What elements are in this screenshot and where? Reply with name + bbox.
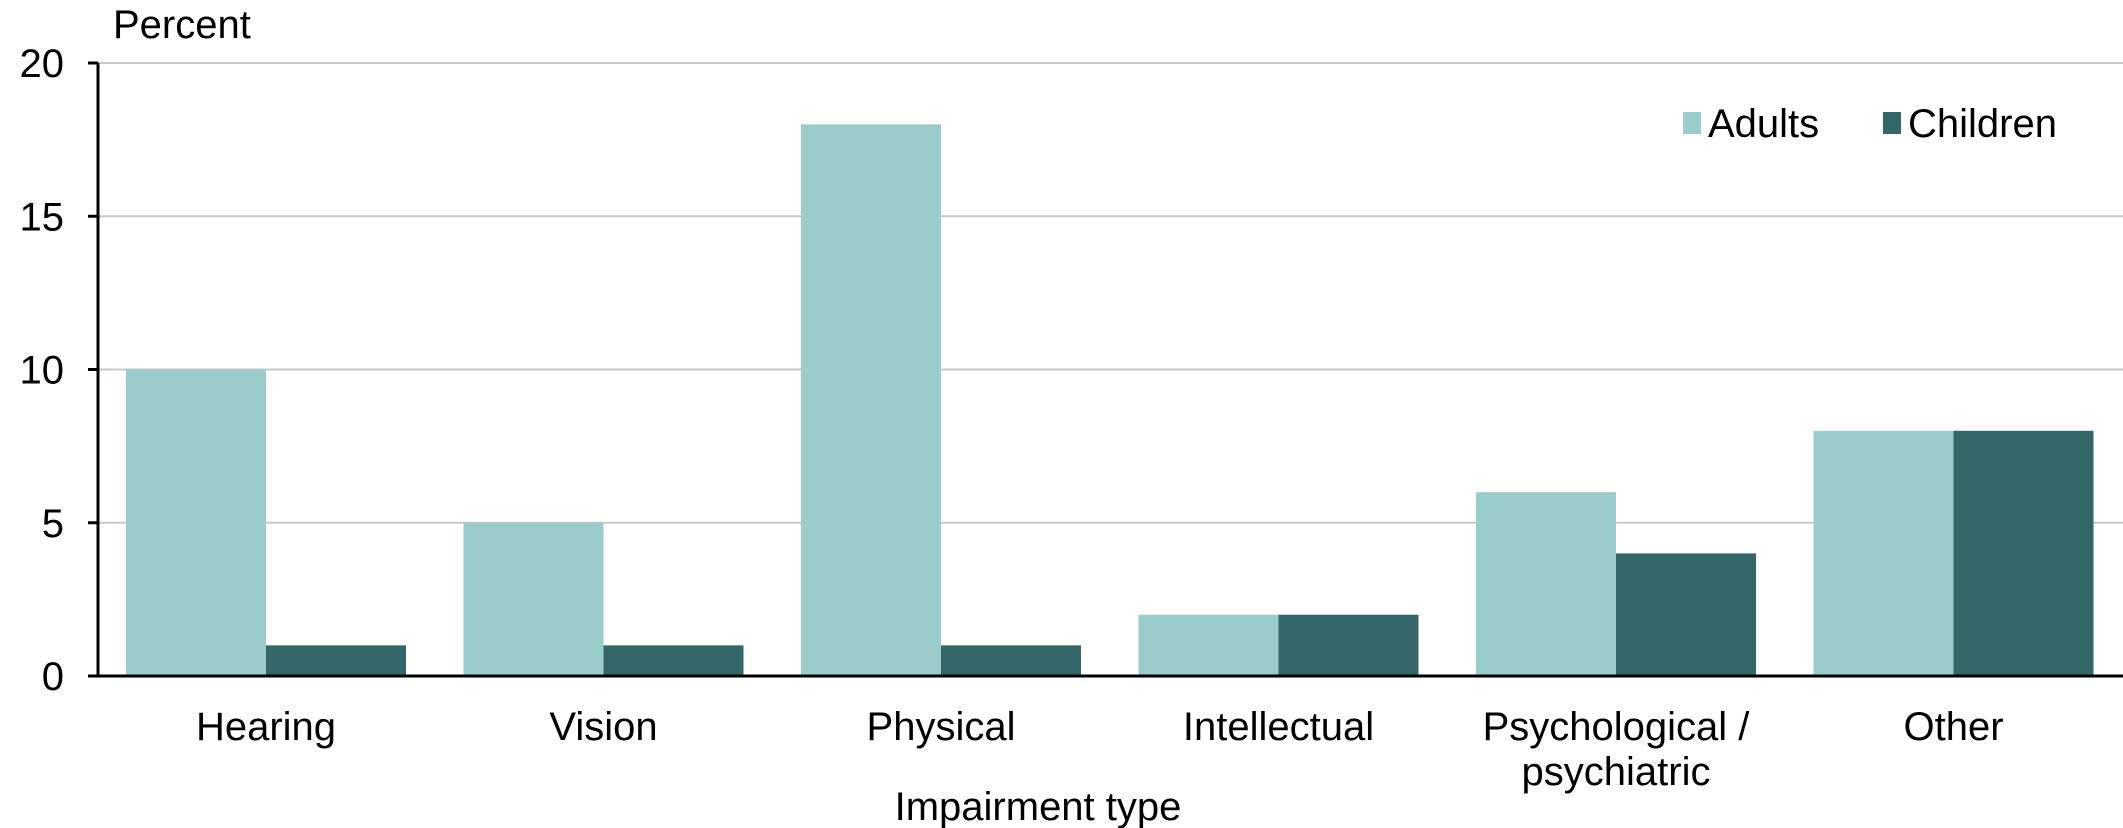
legend-label-children: Children: [1908, 102, 2057, 146]
bar-adults-other: [1813, 430, 1954, 676]
y-tick-label-10: 10: [20, 349, 65, 393]
bar-children-intellectual: [1278, 614, 1419, 676]
x-tick-label-intellectual: Intellectual: [1183, 705, 1374, 749]
x-tick-label-physical: Physical: [867, 705, 1016, 749]
x-tick-label-vision: Vision: [549, 705, 657, 749]
x-tick-label-hearing: Hearing: [196, 705, 336, 749]
bar-children-hearing: [266, 645, 406, 676]
bar-adults-hearing: [126, 369, 266, 676]
legend-label-adults: Adults: [1708, 102, 1819, 146]
bar-adults-physical: [801, 124, 941, 677]
legend-swatch-adults: [1683, 112, 1701, 134]
bar-children-other: [1953, 430, 2094, 676]
bar-adults-intellectual: [1138, 614, 1279, 676]
legend: Adults Children: [1683, 102, 2057, 146]
bar-children-psychological-psychiatric: [1616, 553, 1756, 676]
bar-children-vision: [603, 645, 744, 676]
y-tick-label-5: 5: [42, 502, 64, 546]
bars: [126, 124, 2094, 677]
x-axis-title: Impairment type: [895, 785, 1182, 828]
bar-adults-vision: [463, 522, 604, 676]
legend-swatch-children: [1883, 112, 1901, 134]
x-axis-tick-labels: Hearing Vision Physical Intellectual Psychol…: [196, 705, 2004, 794]
bar-adults-psychological-psychiatric: [1476, 492, 1616, 676]
y-tick-label-20: 20: [20, 42, 65, 86]
y-axis-tick-labels: 0 5 10 15 20: [20, 42, 65, 699]
y-axis-title: Percent: [113, 3, 251, 47]
bar-children-physical: [941, 645, 1081, 676]
gridlines: [98, 62, 2123, 524]
y-tick-label-0: 0: [42, 655, 64, 699]
x-tick-label-psychological-psychiatric: Psychological / psychiatric: [1483, 705, 1751, 794]
x-tick-label-other: Other: [1903, 705, 2003, 749]
y-tick-label-15: 15: [20, 195, 65, 239]
axes: [88, 61, 2123, 678]
